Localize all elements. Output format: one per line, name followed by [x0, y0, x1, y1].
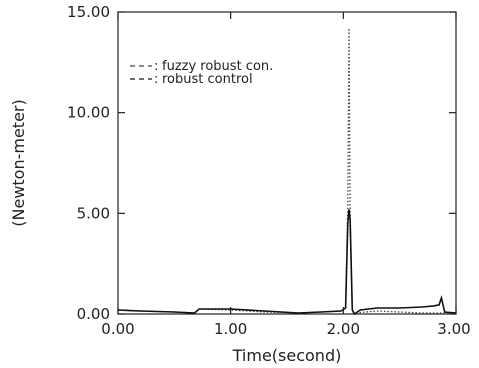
- legend-colon: :: [154, 59, 158, 74]
- x-tick-label: 2.00: [327, 320, 360, 338]
- y-axis-ticks: 0.00 5.00 10.00 15.00: [67, 3, 456, 323]
- x-axis-title: Time(second): [232, 346, 342, 365]
- legend-label: fuzzy robust con.: [162, 59, 273, 74]
- y-tick-label: 5.00: [77, 204, 110, 222]
- x-tick-label: 0.00: [101, 320, 134, 338]
- y-axis-title: (Newton-meter): [9, 99, 28, 226]
- legend-label: robust control: [162, 72, 253, 87]
- y-tick-label: 10.00: [67, 104, 110, 122]
- x-tick-label: 1.00: [214, 320, 247, 338]
- x-tick-label: 3.00: [437, 320, 470, 338]
- series-line-robust-control: [117, 209, 457, 316]
- y-tick-label: 0.00: [77, 305, 110, 323]
- legend: : fuzzy robust con.: robust control: [130, 59, 273, 87]
- y-tick-label: 15.00: [67, 3, 110, 21]
- legend-colon: :: [154, 72, 158, 87]
- plot-frame: [117, 11, 457, 315]
- series-layer: [117, 28, 457, 316]
